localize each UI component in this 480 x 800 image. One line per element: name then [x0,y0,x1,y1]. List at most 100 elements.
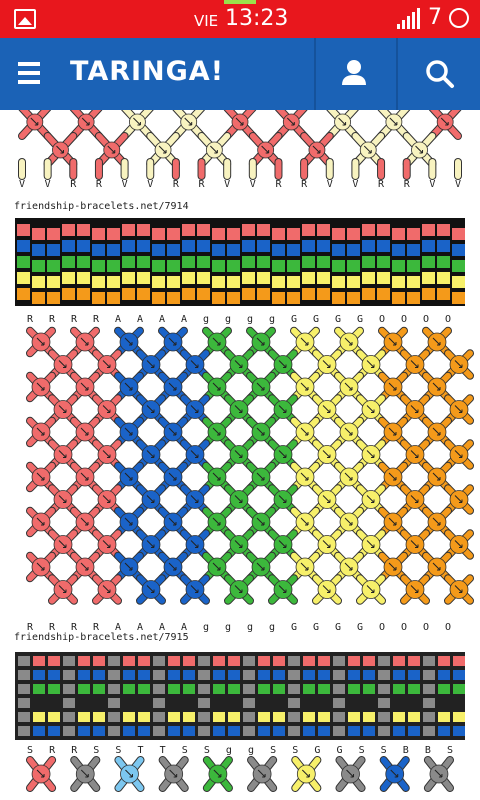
knot-arrow [454,405,463,413]
knot-arrow [322,585,331,593]
preview-cell [452,260,465,272]
content-area[interactable]: V V R R V V R R V V R R V V R R V V friendship-bracelets.… [0,110,480,800]
preview-cell [408,698,420,708]
user-button[interactable] [316,38,396,110]
preview-cell [242,240,255,252]
thread-letter: V [429,179,435,190]
preview-cell [197,272,210,284]
knot-arrow [36,337,45,346]
preview-cell [228,684,240,694]
preview-cell [138,656,150,666]
preview-cell [347,292,360,304]
preview-cell [393,726,405,736]
knot-arrow [440,117,449,126]
preview-cell [318,726,330,736]
knot-arrow [388,562,397,571]
preview-cell [213,656,225,666]
preview-cell [378,684,390,694]
preview-cell [408,726,420,736]
knot-arrow [256,427,265,436]
preview-cell [362,224,375,236]
knot-arrow [432,382,441,391]
thread-letter: O [423,622,429,633]
preview-cell [137,256,150,268]
knot-arrow [190,360,199,368]
preview-cell [378,712,390,722]
knot-arrow [124,337,133,346]
thread-letter: R [93,622,100,633]
knot-arrow [125,769,133,778]
knot-arrow [410,360,419,368]
preview-cell [348,726,360,736]
preview-cell [272,228,285,240]
knot-arrow [432,337,441,346]
preview-cell [62,256,75,268]
knot-arrow [58,495,67,503]
knot-arrow [322,495,331,503]
preview-cell [17,224,30,236]
preview-cell [48,698,60,708]
preview-cell [47,292,60,304]
preview-cell [213,670,225,680]
preview-cell [47,228,60,240]
app-logo[interactable]: TARINGA! [70,56,225,87]
thread-letter: S [93,745,99,756]
thread-letter: S [381,745,387,756]
knot-arrow [366,405,375,413]
knot-arrow [256,472,265,481]
thread-letter: G [314,745,320,756]
preview-cell [213,684,225,694]
knot-arrow [415,145,424,154]
appbar-divider [314,38,316,110]
preview-cell [408,656,420,666]
preview-cell [362,272,375,284]
preview-cell [62,224,75,236]
preview-cell [422,240,435,252]
pattern-caption[interactable]: friendship-bracelets.net/7914 [14,201,189,212]
preview-cell [378,656,390,666]
thread-letter: R [404,179,411,190]
preview-cell [438,656,450,666]
hamburger-icon[interactable] [0,38,62,110]
preview-cell [333,698,345,708]
pattern-caption[interactable]: friendship-bracelets.net/7915 [14,632,189,643]
thread-letter: G [335,622,341,633]
knot-arrow [300,472,309,481]
preview-cell [92,292,105,304]
preview-cell [62,240,75,252]
thread-letter: R [27,314,34,325]
knot-arrow [300,382,309,391]
preview-cell [392,292,405,304]
preview-cell [333,726,345,736]
thread-letter: R [49,745,56,756]
preview-cell [77,224,90,236]
preview-cell [107,292,120,304]
thread-letter: V [122,179,128,190]
thread-letter: G [336,745,342,756]
preview-cell [33,656,45,666]
preview-cell [18,698,30,708]
knot-arrow [133,117,141,126]
image-notification-icon [14,9,36,29]
preview-cell [273,698,285,708]
preview-cell [197,256,210,268]
preview-cell [153,698,165,708]
preview-cell [77,272,90,284]
status-bar: VIE 13:23 7 [0,0,480,38]
preview-cell [47,244,60,256]
preview-cell [108,670,120,680]
search-button[interactable] [398,38,478,110]
thread-letter: A [137,622,143,633]
preview-cell [257,272,270,284]
preview-cell [378,726,390,736]
preview-cell [123,670,135,680]
preview-cell [273,726,285,736]
knot-arrow [168,382,177,391]
thread-letter: A [115,622,121,633]
preview-cell [48,712,60,722]
knot-arrow [146,585,155,593]
knot-arrow [434,769,443,778]
knot-arrow [300,337,309,346]
knot-arrow [81,117,90,126]
preview-cell [153,684,165,694]
